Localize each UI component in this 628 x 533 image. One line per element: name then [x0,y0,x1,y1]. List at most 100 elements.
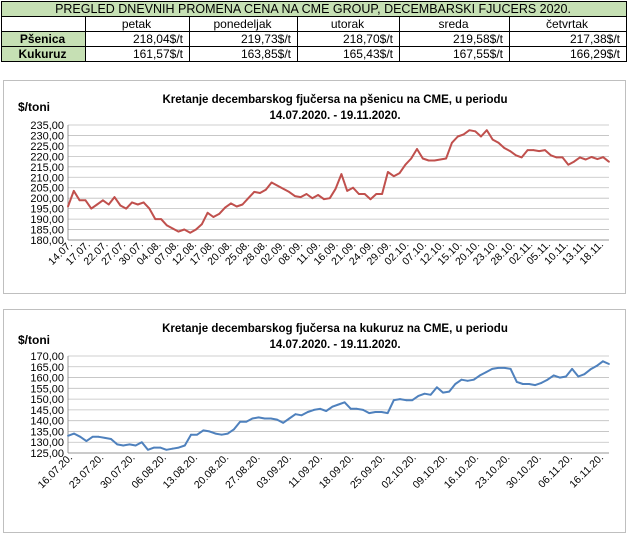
data-point [583,373,586,376]
data-point [445,157,448,160]
row-label: Kukuruz [1,46,86,62]
data-point [515,154,517,157]
data-point [522,383,524,385]
data-point [208,430,211,433]
data-point [571,368,574,370]
data-point [259,192,261,194]
data-point [565,375,567,378]
data-point [429,393,432,396]
data-point [363,193,366,195]
data-point [270,181,273,184]
data-point [269,417,272,420]
data-point [352,186,354,189]
data-point [140,441,143,444]
data-point [534,384,537,386]
data-point [293,195,296,197]
y-tick-label: 155,00 [30,383,64,395]
y-tick-label: 170,00 [30,351,64,363]
data-point [509,150,512,153]
data-point [381,193,384,195]
data-point [485,371,487,374]
data-point [97,435,100,438]
data-point [454,383,457,385]
y-tick-label: 135,00 [30,426,64,438]
data-point [154,218,157,220]
data-point [417,394,420,397]
data-point [509,368,512,370]
y-tick-label: 180,00 [30,235,64,247]
data-point [134,444,137,447]
y-tick-label: 150,00 [30,394,64,406]
data-point [503,366,506,369]
data-point [317,194,320,196]
data-point [245,420,248,423]
data-point [602,156,605,159]
data-point [544,149,546,151]
data-point [552,374,555,377]
data-point [497,141,500,144]
y-tick-label: 160,00 [30,373,64,385]
y-tick-label: 205,00 [30,183,64,195]
data-point [584,158,587,161]
y-tick-label: 145,00 [30,405,64,417]
data-point [448,390,451,393]
data-point [460,378,463,381]
data-point [608,363,610,365]
y-tick-label: 230,00 [30,130,64,142]
table-cell: 218,04$/t [85,31,190,47]
data-point [67,205,69,208]
data-point [421,157,424,160]
data-point [387,171,389,173]
data-point [214,432,217,435]
data-point [239,420,242,423]
data-point [349,407,352,410]
table-corner [1,16,86,32]
data-point [485,129,488,132]
data-point [212,216,215,218]
data-point [398,172,401,174]
data-point [206,211,209,214]
data-point [462,133,465,136]
data-point [72,189,75,192]
table-cell: 161,57$/t [85,46,190,62]
table-title: PREGLED DNEVNIH PROMENA CENA NA CME GROU… [1,1,627,17]
data-point [299,196,302,199]
data-point [386,412,389,415]
data-point [380,411,383,413]
data-point [374,411,377,413]
data-point [165,448,168,451]
data-point [177,230,180,233]
data-point [323,198,325,201]
data-point [229,202,232,205]
data-point [579,156,581,159]
data-point [466,379,469,382]
data-point [288,191,290,193]
data-point [405,399,408,402]
y-axis-label: $/toni [18,333,50,347]
data-point [368,412,371,415]
corn-chart-svg: Kretanje decembarskog fjučersa na kukuru… [18,323,610,491]
col-header: sreda [399,16,510,32]
data-point [343,401,346,404]
data-point [160,218,162,220]
data-point [404,163,407,166]
data-point [116,443,119,446]
data-point [226,432,229,435]
data-point [183,444,186,447]
y-tick-label: 195,00 [30,204,64,216]
data-point [220,433,223,436]
data-point [538,150,541,153]
data-point [515,380,518,383]
data-point [300,414,303,417]
data-point [601,360,604,363]
data-point [435,386,438,389]
data-point [334,187,337,190]
data-point [608,160,610,163]
data-point [200,223,203,226]
data-point [392,399,395,402]
y-tick-label: 210,00 [30,172,64,184]
data-point [306,411,309,413]
data-point [451,141,453,144]
data-point [439,158,442,161]
data-point [474,130,477,133]
